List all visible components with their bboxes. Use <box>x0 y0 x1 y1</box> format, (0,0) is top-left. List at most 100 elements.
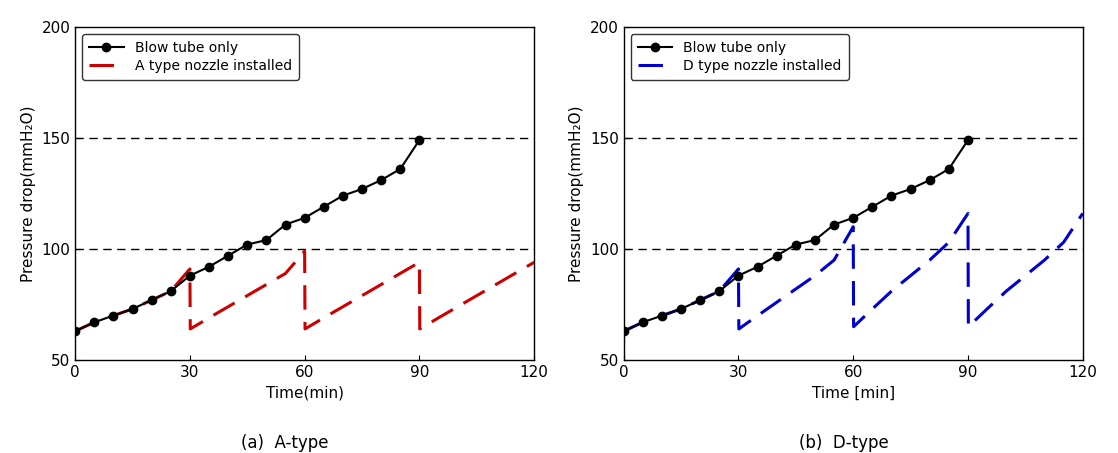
A type nozzle installed <box>432 315 445 321</box>
Blow tube only <box>164 289 178 294</box>
D type nozzle installed <box>751 313 765 318</box>
Blow tube only <box>106 313 120 318</box>
A type nozzle installed <box>375 282 388 287</box>
Blow tube only <box>732 273 746 278</box>
Blow tube only <box>636 319 650 325</box>
A type nozzle installed <box>297 249 311 254</box>
A type nozzle installed <box>183 326 197 332</box>
D type nozzle installed <box>942 240 956 245</box>
A type nozzle installed <box>164 289 178 294</box>
Blow tube only <box>394 166 407 172</box>
Blow tube only <box>278 222 292 227</box>
D type nozzle installed <box>865 306 879 312</box>
A type nozzle installed <box>470 293 483 299</box>
D type nozzle installed <box>847 324 861 329</box>
Blow tube only <box>655 313 669 318</box>
Blow tube only <box>827 222 841 227</box>
D type nozzle installed <box>980 306 994 312</box>
Blow tube only <box>126 306 140 312</box>
A type nozzle installed <box>490 282 503 287</box>
Y-axis label: Pressure drop(mmH₂O): Pressure drop(mmH₂O) <box>569 105 585 282</box>
D type nozzle installed <box>961 324 975 329</box>
D type nozzle installed <box>846 224 860 230</box>
Blow tube only <box>770 253 784 258</box>
A type nozzle installed <box>202 315 216 321</box>
X-axis label: Time [min]: Time [min] <box>812 386 894 400</box>
Blow tube only <box>240 242 254 247</box>
Y-axis label: Pressure drop(mmH₂O): Pressure drop(mmH₂O) <box>21 105 36 282</box>
Blow tube only <box>961 137 975 143</box>
D type nozzle installed <box>923 257 937 263</box>
A type nozzle installed <box>106 313 120 318</box>
Line: D type nozzle installed: D type nozzle installed <box>624 213 1082 331</box>
Blow tube only <box>884 193 898 198</box>
Line: A type nozzle installed: A type nozzle installed <box>75 251 534 331</box>
D type nozzle installed <box>789 286 803 292</box>
D type nozzle installed <box>636 319 650 325</box>
Blow tube only <box>87 319 101 325</box>
D type nozzle installed <box>732 266 746 272</box>
A type nozzle installed <box>356 293 369 299</box>
Blow tube only <box>942 166 956 172</box>
A type nozzle installed <box>509 271 522 276</box>
Blow tube only <box>375 178 388 183</box>
Text: (a)  A-type: (a) A-type <box>241 434 329 453</box>
D type nozzle installed <box>770 299 784 305</box>
Blow tube only <box>865 204 879 209</box>
A type nozzle installed <box>145 297 159 303</box>
Text: (b)  D-type: (b) D-type <box>799 434 889 453</box>
D type nozzle installed <box>674 306 688 312</box>
A type nozzle installed <box>451 304 464 309</box>
D type nozzle installed <box>884 289 898 294</box>
A type nozzle installed <box>240 293 254 299</box>
D type nozzle installed <box>693 297 707 303</box>
Blow tube only <box>202 264 216 270</box>
D type nozzle installed <box>827 257 841 263</box>
Blow tube only <box>68 328 82 334</box>
A type nozzle installed <box>413 326 426 332</box>
Blow tube only <box>923 178 937 183</box>
Blow tube only <box>318 204 331 209</box>
Blow tube only <box>183 273 197 278</box>
Legend: Blow tube only, D type nozzle installed: Blow tube only, D type nozzle installed <box>631 34 849 80</box>
Blow tube only <box>789 242 803 247</box>
A type nozzle installed <box>337 304 350 309</box>
A type nozzle installed <box>68 328 82 334</box>
Legend: Blow tube only, A type nozzle installed: Blow tube only, A type nozzle installed <box>82 34 299 80</box>
D type nozzle installed <box>617 328 631 334</box>
A type nozzle installed <box>318 315 331 321</box>
D type nozzle installed <box>712 289 726 294</box>
D type nozzle installed <box>961 211 975 216</box>
Blow tube only <box>221 253 235 258</box>
A type nozzle installed <box>87 319 101 325</box>
Line: Blow tube only: Blow tube only <box>70 136 424 335</box>
Blow tube only <box>259 237 273 243</box>
A type nozzle installed <box>126 306 140 312</box>
Blow tube only <box>712 289 726 294</box>
A type nozzle installed <box>528 260 541 265</box>
A type nozzle installed <box>183 266 197 272</box>
Blow tube only <box>145 297 159 303</box>
D type nozzle installed <box>999 289 1013 294</box>
D type nozzle installed <box>1076 211 1089 216</box>
A type nozzle installed <box>278 271 292 276</box>
A type nozzle installed <box>221 304 235 309</box>
Blow tube only <box>356 186 369 192</box>
D type nozzle installed <box>655 313 669 318</box>
A type nozzle installed <box>299 326 312 332</box>
D type nozzle installed <box>808 273 822 278</box>
D type nozzle installed <box>1018 273 1032 278</box>
Line: Blow tube only: Blow tube only <box>619 136 973 335</box>
Blow tube only <box>808 237 822 243</box>
D type nozzle installed <box>1038 257 1051 263</box>
D type nozzle installed <box>1057 240 1070 245</box>
Blow tube only <box>413 137 426 143</box>
Blow tube only <box>846 215 860 221</box>
Blow tube only <box>674 306 688 312</box>
Blow tube only <box>693 297 707 303</box>
Blow tube only <box>903 186 917 192</box>
Blow tube only <box>297 215 311 221</box>
A type nozzle installed <box>259 282 273 287</box>
D type nozzle installed <box>903 273 917 278</box>
A type nozzle installed <box>413 260 426 265</box>
